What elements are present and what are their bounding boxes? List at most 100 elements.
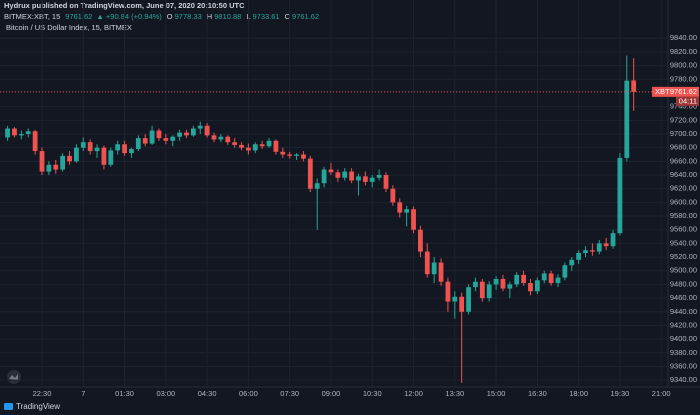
candle-body (204, 125, 210, 136)
y-tick-label: 9340.00 (670, 375, 697, 384)
x-tick-label: 04:30 (198, 389, 217, 398)
candle-body (452, 296, 458, 302)
x-tick-label: 15:00 (487, 389, 506, 398)
candle-body (383, 175, 389, 189)
candle-body (101, 147, 107, 165)
candle-body (603, 243, 609, 247)
candle-body (548, 273, 554, 284)
y-tick-label: 9820.00 (670, 47, 697, 56)
candle-body (129, 149, 134, 154)
candle-body (596, 243, 602, 252)
candle-body (617, 157, 623, 234)
candle-body (610, 233, 616, 247)
candle-body (5, 128, 10, 138)
candle-body (390, 188, 396, 203)
y-tick-label: 9680.00 (670, 143, 697, 152)
candle-body (197, 125, 203, 129)
candle-body (301, 154, 306, 159)
ohlc-value: 9733.61 (252, 12, 279, 21)
logo-badge-icon (9, 374, 18, 380)
price-box (652, 86, 699, 97)
x-tick-label: 22:30 (33, 389, 52, 398)
y-tick-label: 9840.00 (670, 33, 697, 42)
y-tick-label: 9580.00 (670, 211, 697, 220)
candle-body (190, 128, 196, 136)
candle-body (473, 281, 478, 288)
y-tick-label: 9560.00 (670, 225, 697, 234)
candle-body (135, 138, 141, 150)
ohlc-label: C (285, 12, 291, 21)
candle-body (177, 132, 182, 137)
candle-body (156, 130, 162, 139)
y-tick-label: 9380.00 (670, 348, 697, 357)
x-tick-label: 18:00 (569, 389, 588, 398)
x-tick-label: 07:30 (280, 389, 299, 398)
candle-body (397, 202, 403, 213)
candle-body (418, 229, 423, 252)
candle-body (369, 177, 375, 182)
price-box-symbol: XBT (655, 87, 670, 96)
y-tick-label: 9780.00 (670, 74, 697, 83)
x-tick-label: 21:00 (652, 389, 671, 398)
y-tick-label: 9440.00 (670, 307, 697, 316)
candle-body (541, 273, 547, 281)
candle-body (555, 277, 561, 284)
y-tick-label: 9360.00 (670, 361, 697, 370)
candle-body (342, 171, 348, 178)
candle-body (25, 131, 31, 134)
candle-body (142, 138, 148, 144)
candle-body (431, 262, 437, 275)
y-tick-label: 9520.00 (670, 252, 697, 261)
y-tick-label: 9640.00 (670, 170, 697, 179)
y-tick-label: 9500.00 (670, 266, 697, 275)
y-tick-label: 9480.00 (670, 279, 697, 288)
candle-body (273, 140, 279, 152)
change: ▲ +90.84 (+0.94%) (96, 12, 162, 21)
candle-body (80, 142, 86, 148)
candle-body (53, 164, 59, 170)
candle-body (60, 155, 66, 170)
symbol: BITMEX:XBT, 15 (4, 12, 60, 21)
candle-body (521, 274, 526, 284)
candle-body (583, 250, 588, 253)
candle-body (32, 131, 38, 152)
ohlc-label: O (167, 12, 173, 21)
x-tick-label: 10:30 (363, 389, 382, 398)
x-tick-label: 16:30 (528, 389, 547, 398)
candle-body (314, 183, 320, 189)
y-tick-label: 9660.00 (670, 156, 697, 165)
candle-body (411, 209, 416, 230)
candle-body (149, 130, 155, 144)
candle-body (280, 151, 286, 155)
candle-body (294, 154, 299, 156)
candle-body (239, 144, 244, 148)
candle-body (404, 209, 410, 213)
candle-body (466, 287, 471, 312)
x-tick-label: 19:30 (611, 389, 630, 398)
candle-body (225, 136, 231, 143)
ohlc-value: 9810.88 (214, 12, 241, 21)
ohlc-value: 9761.62 (292, 12, 319, 21)
chart-title: Bitcoin / US Dollar Index, 15, BITMEX (6, 23, 132, 32)
y-tick-label: 9740.00 (670, 102, 697, 111)
candle-body (362, 176, 368, 182)
x-tick-label: 09:00 (322, 389, 341, 398)
candle-body (115, 144, 121, 151)
candle-body (500, 278, 506, 289)
candle-body (624, 80, 630, 158)
candle-body (424, 251, 430, 275)
candle-body (211, 135, 217, 140)
x-tick-label: 06:00 (239, 389, 258, 398)
candle-body (12, 128, 17, 136)
candle-body (631, 80, 637, 92)
candle-body (46, 164, 52, 172)
x-tick-label: 12:00 (404, 389, 423, 398)
candle-body (74, 147, 79, 162)
candle-body (376, 175, 382, 178)
candle-body (321, 169, 327, 184)
candle-body (534, 280, 540, 292)
candle-body (252, 144, 258, 151)
candle-body (576, 252, 582, 260)
candle-body (218, 136, 224, 140)
